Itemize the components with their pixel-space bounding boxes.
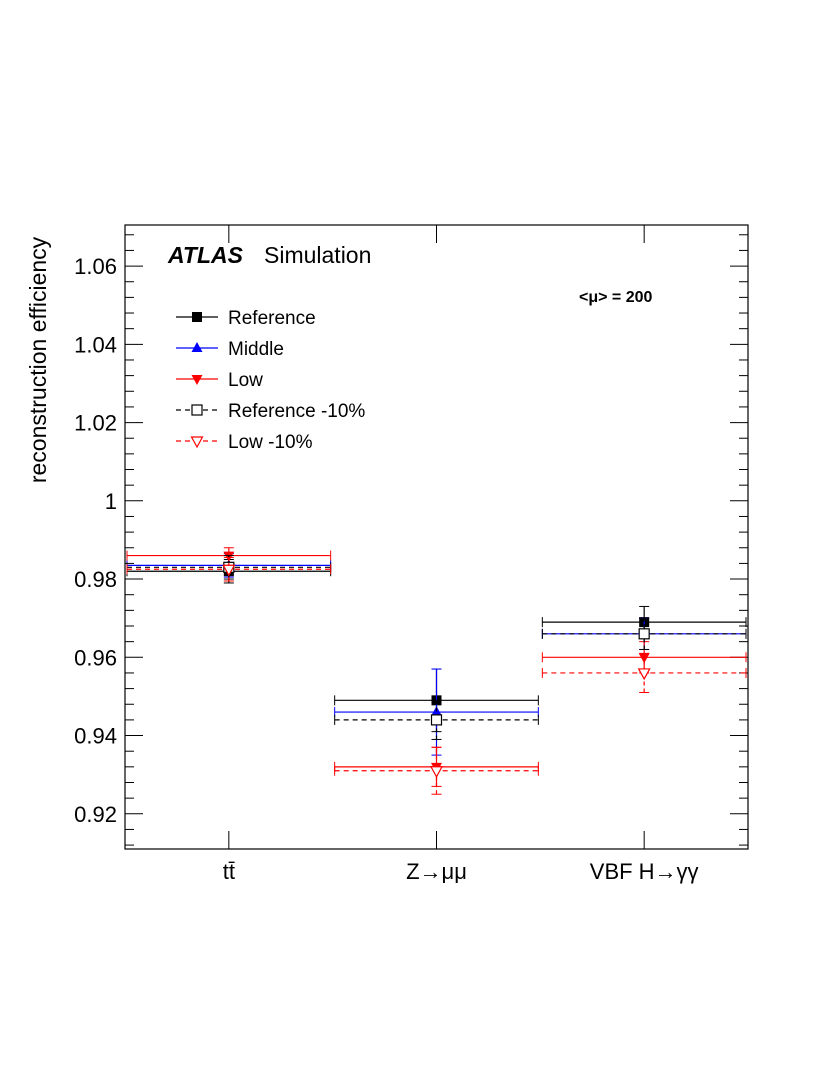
atlas-label: ATLAS	[167, 242, 244, 268]
y-tick-label: 1.06	[74, 254, 117, 279]
y-axis: 0.92 0.94 0.96 0.98 1 1.02 1.04 1.06	[74, 234, 748, 846]
data-point-marker	[429, 766, 444, 779]
legend-item: Low -10%	[176, 432, 313, 453]
data-point-marker	[191, 342, 203, 352]
data-point-marker	[637, 668, 651, 681]
x-tick-label: Z→μμ	[406, 859, 467, 884]
plot-frame	[124, 224, 749, 850]
y-tick-label: 0.96	[74, 645, 117, 670]
legend: Reference Middle Low Reference -10% Low -10%	[176, 308, 365, 453]
series-low-10-	[126, 557, 747, 795]
legend-item: Reference	[176, 308, 316, 329]
y-tick-label: 1.02	[74, 411, 117, 436]
y-tick-label: 0.94	[74, 724, 117, 749]
y-tick-label: 1	[105, 489, 117, 514]
data-point-marker	[191, 404, 203, 416]
y-tick-label: 0.98	[74, 567, 117, 592]
x-axis: tt̄ Z→μμ VBF H→γγ	[223, 225, 699, 884]
legend-item: Low	[176, 370, 263, 391]
pileup-annotation: <μ> = 200	[579, 289, 653, 306]
y-tick-label: 1.04	[74, 332, 117, 357]
simulation-label: Simulation	[264, 242, 371, 268]
legend-item: Middle	[176, 339, 284, 360]
series-layer	[126, 547, 747, 795]
x-tick-label: tt̄	[223, 859, 235, 884]
legend-label: Reference -10%	[228, 401, 365, 422]
legend-label: Low	[228, 370, 263, 391]
legend-label: Middle	[228, 339, 284, 360]
data-point-marker	[430, 714, 443, 726]
data-point-marker	[222, 564, 236, 577]
x-tick-label: VBF H→γγ	[590, 859, 699, 884]
y-tick-label: 0.92	[74, 802, 117, 827]
legend-item: Reference -10%	[176, 401, 365, 422]
legend-label: Reference	[228, 308, 316, 329]
data-point-marker	[638, 653, 650, 664]
data-point-marker	[190, 436, 204, 449]
data-point-marker	[191, 375, 203, 385]
legend-label: Low -10%	[228, 432, 313, 453]
data-point-marker	[638, 628, 650, 640]
y-axis-label: reconstruction efficiency	[25, 236, 51, 483]
data-point-marker	[192, 312, 202, 322]
